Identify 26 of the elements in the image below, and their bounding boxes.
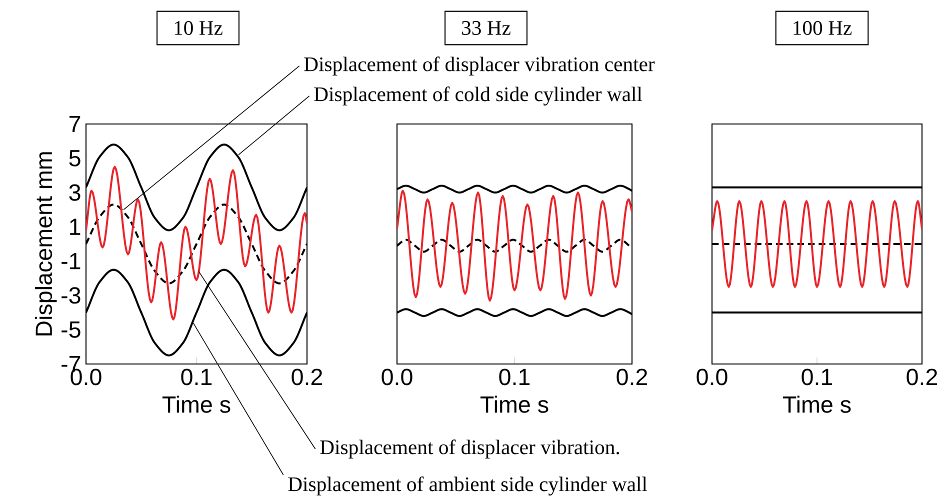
y-tick-label: 1 <box>70 218 80 235</box>
y-tick-label: 7 <box>70 116 80 132</box>
x-tick-label: 0.1 <box>181 368 212 386</box>
y-tick-label: -3 <box>62 287 80 304</box>
annotation: Displacement of ambient side cylinder wall <box>288 476 648 496</box>
x-tick-label: 0.2 <box>292 368 322 386</box>
annotation: Displacement of cold side cylinder wall <box>314 86 642 106</box>
x-tick-label: 0.1 <box>499 368 530 386</box>
y-tick-label: -5 <box>62 322 80 338</box>
x-tick-label: 0.0 <box>382 368 412 386</box>
annotation: Displacement of displacer vibration. <box>320 440 619 458</box>
chart-title: 33 Hz <box>462 21 510 35</box>
chart-title: 10 Hz <box>174 21 222 35</box>
x-tick-label: 0.2 <box>906 368 938 386</box>
y-tick-label: 5 <box>69 150 80 166</box>
annotation: Displacement of displacer vibration center <box>304 56 655 76</box>
x-axis-title: Time s <box>480 396 548 413</box>
x-tick-label: 0.2 <box>616 368 648 386</box>
x-axis-title: Time s <box>782 396 851 413</box>
x-axis-title: Time s <box>162 396 230 413</box>
y-tick-label: -1 <box>62 253 80 270</box>
y-axis-title: Displacement mm <box>34 152 57 336</box>
chart-title: 100 Hz <box>794 21 852 35</box>
x-tick-label: 0.1 <box>802 368 832 386</box>
x-tick-label: 0.0 <box>696 368 728 386</box>
y-tick-label: 3 <box>69 184 80 201</box>
